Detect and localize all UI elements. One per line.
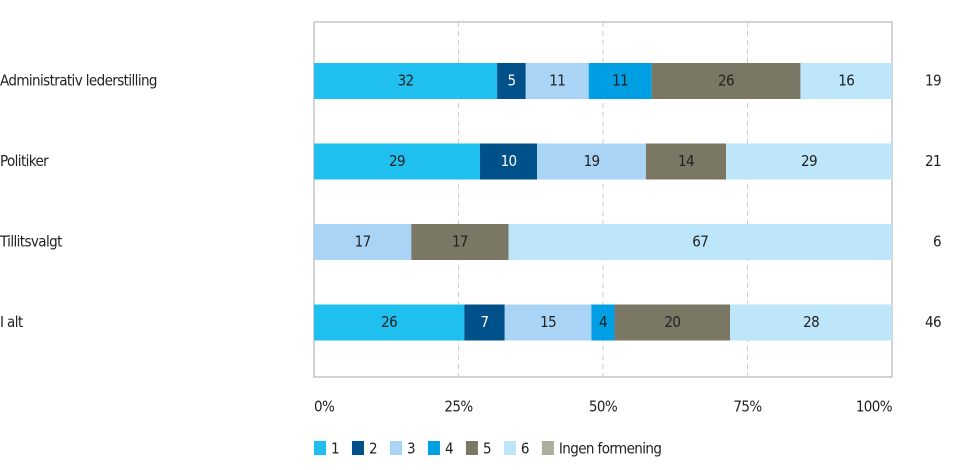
category-label: Tillitsvalgt	[0, 233, 62, 251]
bar-segment	[525, 63, 589, 99]
data-label: 20	[664, 313, 680, 331]
legend-label: 1	[331, 440, 339, 458]
data-label: 11	[549, 72, 565, 90]
legend-swatch	[503, 441, 516, 455]
bar-segment	[314, 63, 498, 99]
legend-label: 2	[369, 440, 377, 458]
category-label: Administrativ lederstilling	[0, 72, 157, 90]
x-tick-label: 25%	[444, 398, 473, 416]
data-label: 5	[507, 72, 515, 90]
bar-segment	[537, 143, 646, 180]
bar-segment	[479, 143, 538, 180]
x-tick-label: 75%	[733, 398, 762, 416]
bar-segment	[504, 304, 592, 341]
data-label: 14	[678, 152, 694, 170]
bar-segment	[314, 304, 465, 341]
data-label: 28	[803, 313, 819, 331]
data-label: 29	[801, 152, 817, 170]
bar-segment	[497, 63, 526, 99]
legend-label: Ingen formening	[559, 440, 661, 458]
legend-label: 3	[407, 440, 415, 458]
bar-segment	[591, 304, 615, 341]
bar-segment	[314, 143, 480, 180]
x-tick-label: 0%	[314, 398, 335, 416]
legend-swatch	[541, 441, 554, 455]
total-label: 6	[933, 233, 941, 251]
legend-swatch	[465, 441, 478, 455]
bar-segment	[614, 304, 731, 341]
total-label: 19	[925, 72, 941, 90]
data-label: 4	[599, 313, 607, 331]
category-label: I alt	[0, 313, 23, 331]
data-label: 17	[355, 233, 371, 251]
bar-segment	[314, 224, 412, 260]
x-tick-label: 100%	[856, 398, 893, 416]
data-label: 17	[452, 233, 468, 251]
data-label: 10	[501, 152, 517, 170]
bar-segment	[800, 63, 892, 99]
data-label: 67	[692, 233, 708, 251]
data-label: 16	[838, 72, 854, 90]
data-label: 29	[389, 152, 405, 170]
legend-swatch	[351, 441, 364, 455]
bar-segment	[464, 304, 505, 341]
bar-segment	[726, 143, 892, 180]
category-label: Politiker	[0, 152, 49, 170]
data-label: 19	[584, 152, 600, 170]
data-label: 7	[481, 313, 489, 331]
legend-swatch	[389, 441, 402, 455]
bar-segment	[645, 143, 727, 180]
total-label: 21	[925, 152, 941, 170]
bar-segment	[588, 63, 652, 99]
legend-label: 4	[445, 440, 453, 458]
total-label: 46	[925, 313, 941, 331]
data-label: 26	[718, 72, 734, 90]
bar-segment	[508, 224, 892, 260]
data-label: 11	[612, 72, 628, 90]
bar-segment	[730, 304, 892, 341]
legend-label: 5	[483, 440, 491, 458]
bar-segment	[651, 63, 801, 99]
data-label: 26	[381, 313, 397, 331]
x-tick-label: 50%	[589, 398, 618, 416]
legend-swatch	[427, 441, 440, 455]
data-label: 15	[540, 313, 556, 331]
legend-swatch	[314, 441, 326, 455]
bar-segment	[411, 224, 509, 260]
data-label: 32	[398, 72, 414, 90]
legend-label: 6	[521, 440, 529, 458]
